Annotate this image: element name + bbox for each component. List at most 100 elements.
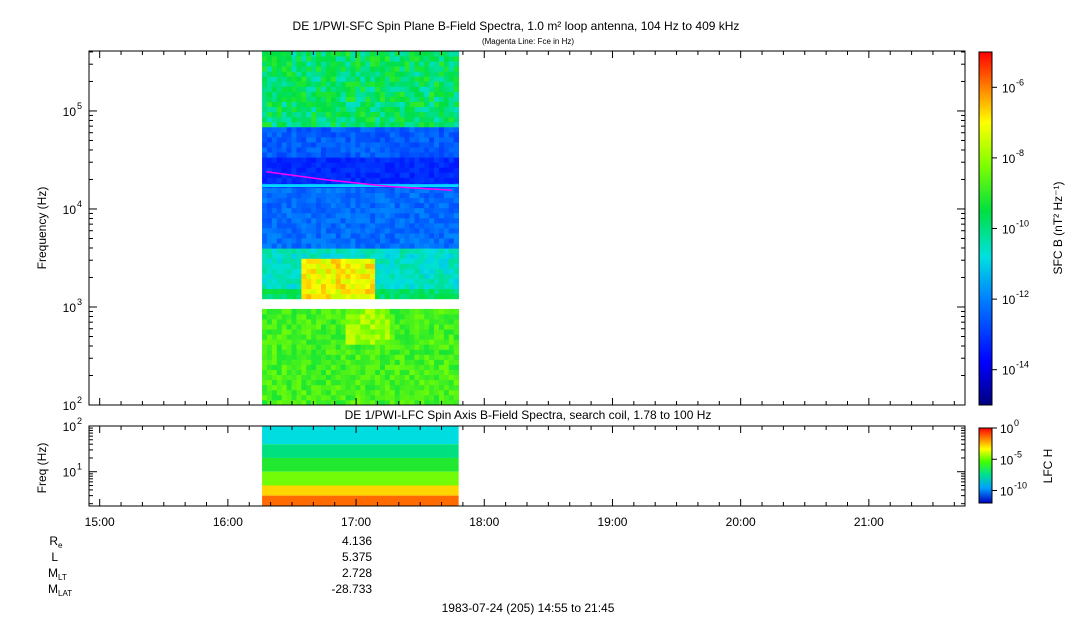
sfc-cell — [335, 76, 342, 82]
sfc-cell — [399, 228, 405, 234]
sfc-cell — [414, 202, 420, 209]
sfc-cell — [429, 202, 435, 209]
sfc-cell — [429, 233, 435, 239]
sfc-cell — [276, 288, 283, 295]
sfc-cell — [340, 344, 346, 350]
sfc-cell — [399, 263, 405, 269]
sfc-cell — [271, 162, 278, 168]
sfc-cell — [448, 212, 455, 219]
sfc-cell — [389, 374, 396, 381]
sfc-cell — [296, 217, 302, 224]
sfc-cell — [286, 207, 292, 214]
sfc-cell — [350, 283, 356, 290]
sfc-cell — [286, 283, 292, 290]
sfc-cell — [443, 248, 450, 254]
sfc-cell — [419, 379, 425, 386]
sfc-cell — [345, 147, 351, 153]
sfc-cell — [399, 96, 405, 102]
sfc-cell — [375, 308, 381, 315]
orbit-value: -28.733 — [331, 582, 372, 596]
sfc-cell — [335, 86, 342, 92]
sfc-cell — [325, 91, 332, 97]
sfc-cell — [262, 222, 268, 229]
sfc-cell — [448, 126, 455, 133]
sfc-cell — [443, 167, 450, 173]
sfc-cell — [384, 308, 391, 315]
sfc-cell — [394, 263, 401, 269]
sfc-cell — [271, 253, 278, 259]
sfc-cell — [276, 91, 283, 97]
sfc-cell — [365, 167, 371, 173]
sfc-cell — [355, 51, 361, 57]
sfc-cell — [276, 207, 283, 214]
sfc-cell — [399, 268, 405, 274]
sfc-cell — [306, 324, 312, 330]
sfc-cell — [429, 101, 435, 108]
sfc-cell — [419, 172, 425, 178]
sfc-cell — [429, 167, 435, 173]
sfc-cell — [281, 349, 288, 355]
sfc-cell — [345, 91, 351, 97]
sfc-cell — [266, 71, 273, 77]
sfc-cell — [414, 121, 420, 128]
sfc-cell — [286, 81, 292, 87]
sfc-cell — [414, 131, 420, 138]
sfc-cell — [394, 116, 401, 123]
sfc-cell — [424, 283, 430, 290]
sfc-cell — [350, 142, 356, 148]
lfc-band — [262, 495, 459, 506]
sfc-cell — [419, 374, 425, 381]
sfc-cell — [394, 71, 401, 77]
sfc-cell — [375, 243, 381, 249]
sfc-cell — [306, 263, 312, 269]
sfc-cell — [340, 324, 346, 330]
sfc-cell — [316, 162, 322, 168]
sfc-cell — [316, 51, 322, 57]
sfc-cell — [384, 369, 391, 376]
sfc-cell — [375, 329, 381, 335]
sfc-cell — [424, 243, 430, 249]
sfc-cell — [350, 172, 356, 178]
sfc-cell — [281, 339, 288, 345]
sfc-cell — [291, 51, 297, 57]
sfc-cell — [266, 369, 273, 376]
sfc-cell — [434, 313, 440, 320]
sfc-cell — [325, 86, 332, 92]
sfc-cell — [365, 293, 371, 300]
sfc-cell — [276, 172, 283, 178]
sfc-cell — [271, 228, 278, 234]
sfc-cell — [311, 202, 317, 209]
sfc-cell — [380, 384, 386, 391]
sfc-cell — [414, 283, 420, 290]
sfc-cell — [276, 126, 283, 133]
sfc-cell — [434, 324, 440, 330]
y-tick-label: 10 — [63, 105, 77, 119]
sfc-cell — [375, 172, 381, 178]
sfc-cell — [389, 51, 396, 57]
sfc-cell — [335, 319, 342, 325]
sfc-cell — [384, 101, 391, 108]
sfc-cell — [384, 263, 391, 269]
sfc-cell — [394, 222, 401, 229]
sfc-cell — [311, 349, 317, 355]
sfc-cell — [448, 324, 455, 330]
sfc-cell — [330, 374, 337, 381]
sfc-cell — [434, 136, 440, 143]
sfc-cell — [286, 268, 292, 274]
cb-tick-label: 10 — [1002, 293, 1016, 307]
sfc-cell — [409, 116, 415, 123]
sfc-cell — [394, 313, 401, 320]
sfc-cell — [429, 389, 435, 396]
sfc-cell — [286, 56, 292, 62]
sfc-cell — [380, 192, 386, 199]
sfc-cell — [271, 258, 278, 264]
sfc-cell — [355, 329, 361, 335]
sfc-cell — [399, 273, 405, 279]
sfc-cell — [404, 136, 410, 143]
sfc-cell — [375, 293, 381, 300]
sfc-cell — [306, 217, 312, 224]
sfc-cell — [350, 253, 356, 259]
sfc-cell — [453, 349, 460, 355]
sfc-cell — [321, 202, 327, 209]
sfc-cell — [325, 192, 332, 199]
